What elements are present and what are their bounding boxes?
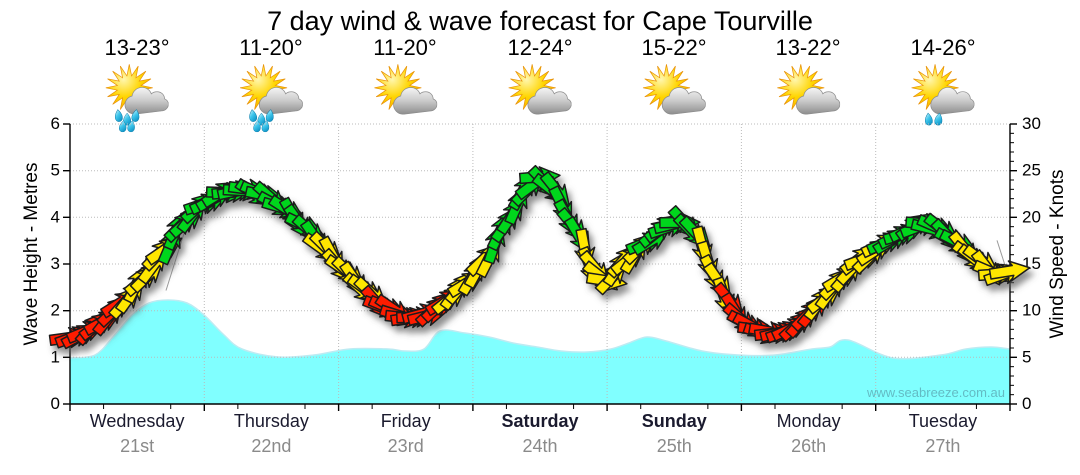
svg-text:24th: 24th (522, 436, 557, 456)
svg-text:13-22°: 13-22° (775, 35, 840, 60)
svg-text:11-20°: 11-20° (373, 35, 436, 60)
svg-text:25: 25 (1022, 161, 1041, 180)
svg-text:10: 10 (1022, 301, 1041, 320)
svg-text:6: 6 (51, 114, 60, 133)
svg-text:4: 4 (51, 207, 60, 226)
svg-text:3: 3 (51, 254, 60, 273)
svg-text:0: 0 (51, 394, 60, 413)
svg-text:12-24°: 12-24° (507, 35, 572, 60)
svg-text:13-23°: 13-23° (104, 35, 169, 60)
svg-text:30: 30 (1022, 114, 1041, 133)
svg-text:Friday: Friday (381, 411, 431, 431)
svg-text:20: 20 (1022, 207, 1041, 226)
svg-text:Monday: Monday (777, 411, 841, 431)
svg-text:26th: 26th (791, 436, 826, 456)
svg-text:Sunday: Sunday (642, 411, 707, 431)
svg-text:21st: 21st (120, 436, 154, 456)
svg-text:11-20°: 11-20° (239, 35, 302, 60)
svg-text:22nd: 22nd (251, 436, 291, 456)
svg-text:1: 1 (51, 347, 60, 366)
svg-text:27th: 27th (925, 436, 960, 456)
svg-text:5: 5 (1022, 347, 1031, 366)
svg-text:5: 5 (51, 161, 60, 180)
svg-text:15-22°: 15-22° (641, 35, 706, 60)
svg-text:0: 0 (1022, 394, 1031, 413)
svg-text:www.seabreeze.com.au: www.seabreeze.com.au (866, 385, 1005, 400)
svg-text:Wednesday: Wednesday (90, 411, 185, 431)
svg-text:25th: 25th (657, 436, 692, 456)
svg-text:Thursday: Thursday (234, 411, 309, 431)
svg-text:Tuesday: Tuesday (909, 411, 977, 431)
svg-text:14-26°: 14-26° (910, 35, 975, 60)
svg-text:2: 2 (51, 301, 60, 320)
svg-text:23rd: 23rd (388, 436, 424, 456)
svg-text:Saturday: Saturday (501, 411, 578, 431)
